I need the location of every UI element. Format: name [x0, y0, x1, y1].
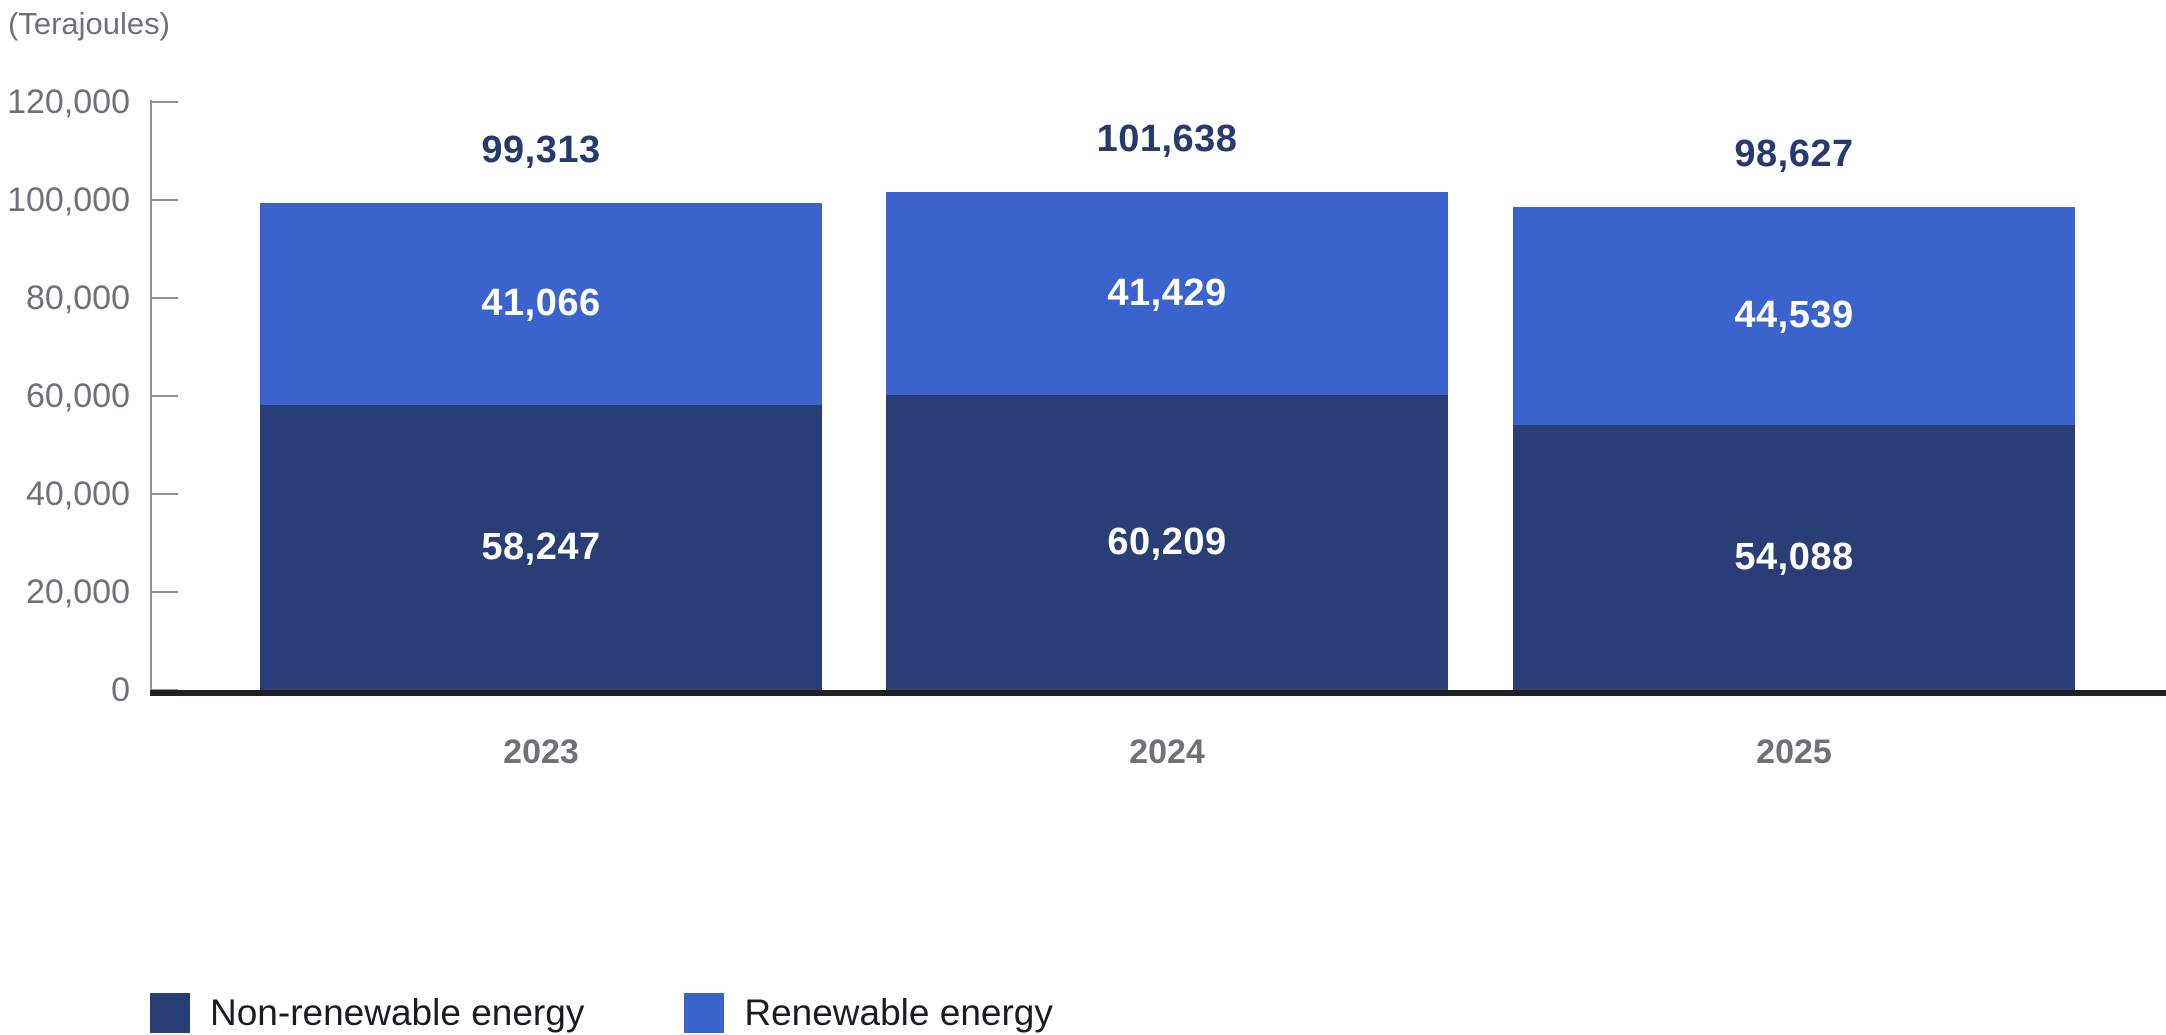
bar-segment-non-renewable-2023: 58,247: [260, 404, 822, 690]
y-tick-label: 80,000: [26, 279, 130, 317]
x-label-2025: 2025: [1756, 733, 1832, 771]
value-label-non-renewable-2023: 58,247: [481, 525, 601, 568]
total-label-2023: 99,313: [481, 129, 601, 172]
renewable-swatch-icon: [684, 993, 725, 1033]
bar-segment-renewable-2024: 41,429: [886, 191, 1448, 395]
y-tick-label: 120,000: [7, 83, 130, 121]
legend-item-renewable: Renewable energy: [684, 993, 1053, 1033]
x-axis-baseline: [150, 690, 2166, 696]
bar-segment-non-renewable-2025: 54,088: [1513, 424, 2075, 690]
y-tick-label: 40,000: [26, 475, 130, 513]
legend-label-renewable: Renewable energy: [744, 992, 1053, 1033]
bar-segment-non-renewable-2024: 60,209: [886, 394, 1448, 690]
y-tick-mark: [150, 297, 178, 299]
y-axis-unit-label: (Terajoules): [8, 6, 170, 41]
x-label-2023: 2023: [503, 733, 579, 771]
non-renewable-swatch-icon: [150, 993, 190, 1033]
value-label-non-renewable-2024: 60,209: [1107, 520, 1227, 563]
y-tick-label: 20,000: [26, 573, 130, 611]
y-tick-mark: [150, 395, 178, 397]
y-tick-label: 100,000: [7, 181, 130, 219]
y-tick-label: 0: [111, 671, 130, 709]
value-label-renewable-2023: 41,066: [481, 282, 601, 325]
value-label-renewable-2025: 44,539: [1734, 294, 1854, 337]
total-label-2024: 101,638: [1096, 117, 1238, 160]
y-tick-mark: [150, 199, 178, 201]
bar-segment-renewable-2023: 41,066: [260, 203, 822, 405]
bar-segment-renewable-2025: 44,539: [1513, 206, 2075, 425]
y-tick-mark: [150, 591, 178, 593]
legend: Non-renewable energy Renewable energy: [150, 993, 1053, 1033]
y-tick-mark: [150, 493, 178, 495]
value-label-renewable-2024: 41,429: [1107, 271, 1227, 314]
total-label-2025: 98,627: [1734, 132, 1854, 175]
legend-label-non-renewable: Non-renewable energy: [210, 992, 585, 1033]
x-label-2024: 2024: [1129, 733, 1205, 771]
legend-item-non-renewable: Non-renewable energy: [150, 993, 584, 1033]
value-label-non-renewable-2025: 54,088: [1734, 535, 1854, 578]
y-tick-mark: [150, 101, 178, 103]
y-tick-label: 60,000: [26, 377, 130, 415]
